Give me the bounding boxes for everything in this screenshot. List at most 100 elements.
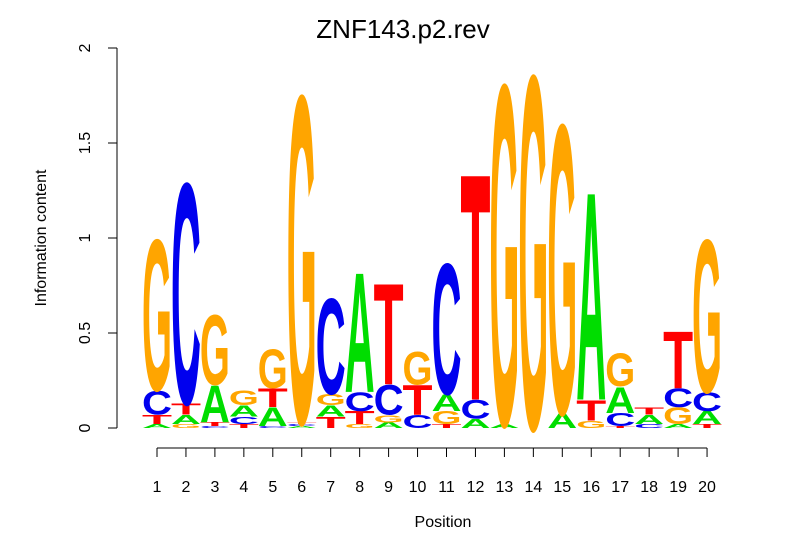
logo-letter-g: G — [200, 295, 230, 407]
logo-letter-a: A — [692, 408, 722, 429]
x-tick-label: 4 — [239, 479, 248, 496]
logo-letter-t: T — [345, 407, 375, 428]
chart-title: ZNF143.p2.rev — [316, 14, 489, 44]
logo-letter-c: C — [287, 424, 317, 427]
y-axis-label: Information content — [33, 169, 50, 307]
logo-letter-a: A — [287, 426, 317, 429]
logo-letter-a: A — [229, 402, 259, 420]
logo-letter-a: A — [258, 403, 288, 432]
logo-letter-c: C — [692, 388, 722, 417]
logo-letter-g: G — [432, 408, 462, 428]
logo-letter-g: G — [663, 403, 693, 430]
x-tick-label: 6 — [297, 479, 306, 496]
logo-letter-g: G — [229, 386, 259, 410]
logo-letter-g: G — [489, 0, 519, 529]
x-tick-label: 20 — [698, 479, 716, 496]
logo-letter-g: G — [403, 343, 433, 396]
logo-letter-c: C — [460, 396, 490, 425]
logo-letters: ATCGGATCCTAGTCAGCATGACTGTAGCGTCAAGCTCTGT… — [142, 0, 722, 537]
logo-letter-g: G — [171, 423, 201, 429]
logo-letter-g: G — [258, 339, 288, 401]
y-axis: 0 0.5 1 1.5 2 — [77, 43, 118, 432]
y-tick-label: 1.5 — [77, 132, 94, 154]
logo-letter-t: T — [403, 377, 433, 424]
logo-letter-t: T — [605, 426, 635, 429]
logo-letter-c: C — [403, 411, 433, 432]
x-tick-label: 14 — [524, 479, 542, 496]
logo-letter-t: T — [229, 423, 259, 429]
x-tick-label: 15 — [553, 479, 571, 496]
x-tick-label: 5 — [268, 479, 277, 496]
x-tick-label: 11 — [438, 479, 455, 496]
x-tick-label: 1 — [153, 479, 162, 496]
logo-letter-a: A — [432, 390, 462, 417]
logo-letter-c: C — [316, 271, 346, 424]
logo-letter-a: A — [489, 423, 519, 429]
logo-letter-c: C — [171, 117, 201, 470]
x-tick-label: 10 — [409, 479, 427, 496]
logo-letter-a: A — [576, 131, 606, 464]
logo-letter-g: G — [374, 413, 404, 425]
logo-letter-g: G — [692, 196, 722, 440]
logo-letter-t: T — [663, 315, 693, 406]
logo-letter-c: C — [663, 384, 693, 413]
logo-letter-g: G — [316, 391, 346, 409]
x-tick-label: 9 — [384, 479, 393, 496]
x-tick-label: 8 — [355, 479, 364, 496]
logo-letter-a: A — [171, 412, 201, 427]
logo-letter-c: C — [605, 409, 635, 430]
logo-letter-t: T — [576, 394, 606, 427]
x-axis: 1 2 3 4 5 6 7 8 9 10 11 12 13 14 15 16 17 18 19 20 — [153, 447, 716, 496]
logo-letter-c: C — [200, 426, 230, 429]
logo-letter-g: G — [547, 40, 577, 502]
logo-letter-c: C — [142, 385, 172, 423]
logo-letter-g: G — [142, 194, 172, 436]
logo-letter-g: G — [518, 0, 548, 537]
logo-letter-g: G — [576, 418, 606, 430]
x-axis-label: Position — [415, 514, 472, 531]
x-tick-label: 7 — [326, 479, 335, 496]
y-tick-label: 2 — [77, 43, 94, 52]
logo-letter-a: A — [374, 421, 404, 430]
logo-letter-c: C — [432, 224, 462, 434]
logo-letter-g: G — [605, 344, 635, 397]
logo-letter-a: A — [663, 423, 693, 429]
logo-letter-t: T — [432, 423, 462, 429]
x-tick-label: 12 — [467, 479, 485, 496]
logo-letter-a: A — [460, 416, 490, 431]
x-tick-label: 16 — [582, 479, 600, 496]
y-tick-label: 0 — [77, 423, 94, 432]
x-tick-label: 19 — [669, 479, 687, 496]
logo-letter-c: C — [345, 388, 375, 417]
x-tick-label: 13 — [496, 479, 514, 496]
logo-letter-t: T — [200, 421, 230, 427]
logo-letter-a: A — [605, 380, 635, 421]
logo-letter-a: A — [547, 409, 577, 433]
y-tick-label: 1 — [77, 233, 94, 242]
x-tick-label: 18 — [640, 479, 658, 496]
logo-letter-a: A — [316, 402, 346, 420]
logo-letter-t: T — [634, 405, 664, 417]
logo-letter-g: G — [345, 423, 375, 429]
logo-letter-t: T — [142, 412, 172, 427]
logo-letter-t: T — [692, 423, 722, 429]
logo-letter-t: T — [374, 253, 404, 415]
logo-letter-t: T — [460, 107, 490, 469]
logo-letter-c: C — [374, 376, 404, 423]
x-tick-label: 2 — [181, 479, 190, 496]
logo-letter-c: C — [229, 415, 259, 426]
logo-letter-t: T — [316, 414, 346, 432]
logo-letter-a: A — [634, 412, 664, 427]
logo-letter-g: G — [287, 0, 317, 522]
logo-letter-a: A — [345, 238, 375, 429]
y-tick-label: 0.5 — [77, 322, 94, 344]
logo-letter-c: C — [258, 426, 288, 429]
logo-letter-t: T — [287, 422, 317, 425]
logo-letter-a: A — [142, 423, 172, 429]
logo-letter-t: T — [258, 384, 288, 413]
x-tick-label: 3 — [210, 479, 219, 496]
logo-letter-a: A — [200, 376, 230, 435]
logo-letter-t: T — [171, 400, 201, 418]
logo-letter-c: C — [634, 423, 664, 429]
